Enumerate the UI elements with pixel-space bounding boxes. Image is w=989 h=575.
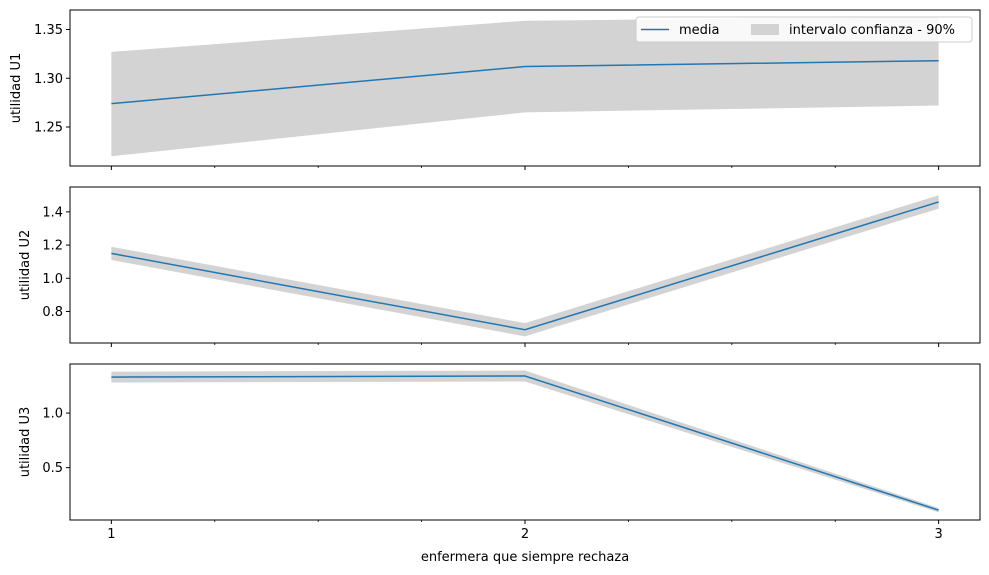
panel-u3: 0.5 1.0 utilidad U3 1 2 3 <box>18 363 981 542</box>
ci-band-u3 <box>111 370 939 513</box>
legend-label-ci: intervalo confianza - 90% <box>789 23 955 38</box>
y-tick-label: 1.0 <box>42 272 63 287</box>
y-tick-label: 1.25 <box>34 121 63 136</box>
data-point-u1 <box>937 59 941 63</box>
y-tick-label: 0.8 <box>42 305 63 320</box>
data-point-u2 <box>937 200 941 204</box>
x-tick-label: 3 <box>934 527 942 542</box>
data-point-u1 <box>109 102 113 106</box>
y-axis-label: utilidad U2 <box>18 230 33 301</box>
legend-box <box>635 16 973 43</box>
y-axis-label: utilidad U3 <box>18 407 33 478</box>
y-tick-label: 1.35 <box>34 23 63 38</box>
mean-line-u3 <box>111 375 939 511</box>
legend-label-media: media <box>679 23 720 38</box>
x-tick-label: 2 <box>521 527 529 542</box>
y-axis-label: utilidad U1 <box>9 53 24 124</box>
y-tick-label: 1.0 <box>42 407 63 422</box>
mean-line-u2 <box>111 201 939 331</box>
mean-line-u1 <box>111 59 939 105</box>
panel-u1: 1.25 1.30 1.35 utilidad U1 <box>9 9 981 170</box>
ci-band-u1 <box>111 16 939 157</box>
x-axis-label: enfermera que siempre rechaza <box>421 550 629 565</box>
data-point-u3 <box>937 508 941 512</box>
data-point-u3 <box>109 375 113 379</box>
data-point-u2 <box>109 251 113 255</box>
panel-u2: 0.8 1.0 1.2 1.4 utilidad U2 <box>18 186 981 347</box>
ci-band-u2 <box>111 195 939 337</box>
data-point-u3 <box>523 374 527 378</box>
x-tick-label: 1 <box>107 527 115 542</box>
y-tick-label: 1.4 <box>42 205 63 220</box>
y-tick-label: 1.30 <box>34 72 63 87</box>
axes-frame <box>69 363 981 521</box>
legend-band-swatch <box>751 24 779 35</box>
y-tick-label: 1.2 <box>42 239 63 254</box>
data-point-u1 <box>523 65 527 69</box>
data-point-u2 <box>523 328 527 332</box>
y-tick-label: 0.5 <box>42 461 63 476</box>
legend: media intervalo confianza - 90% <box>635 16 973 43</box>
